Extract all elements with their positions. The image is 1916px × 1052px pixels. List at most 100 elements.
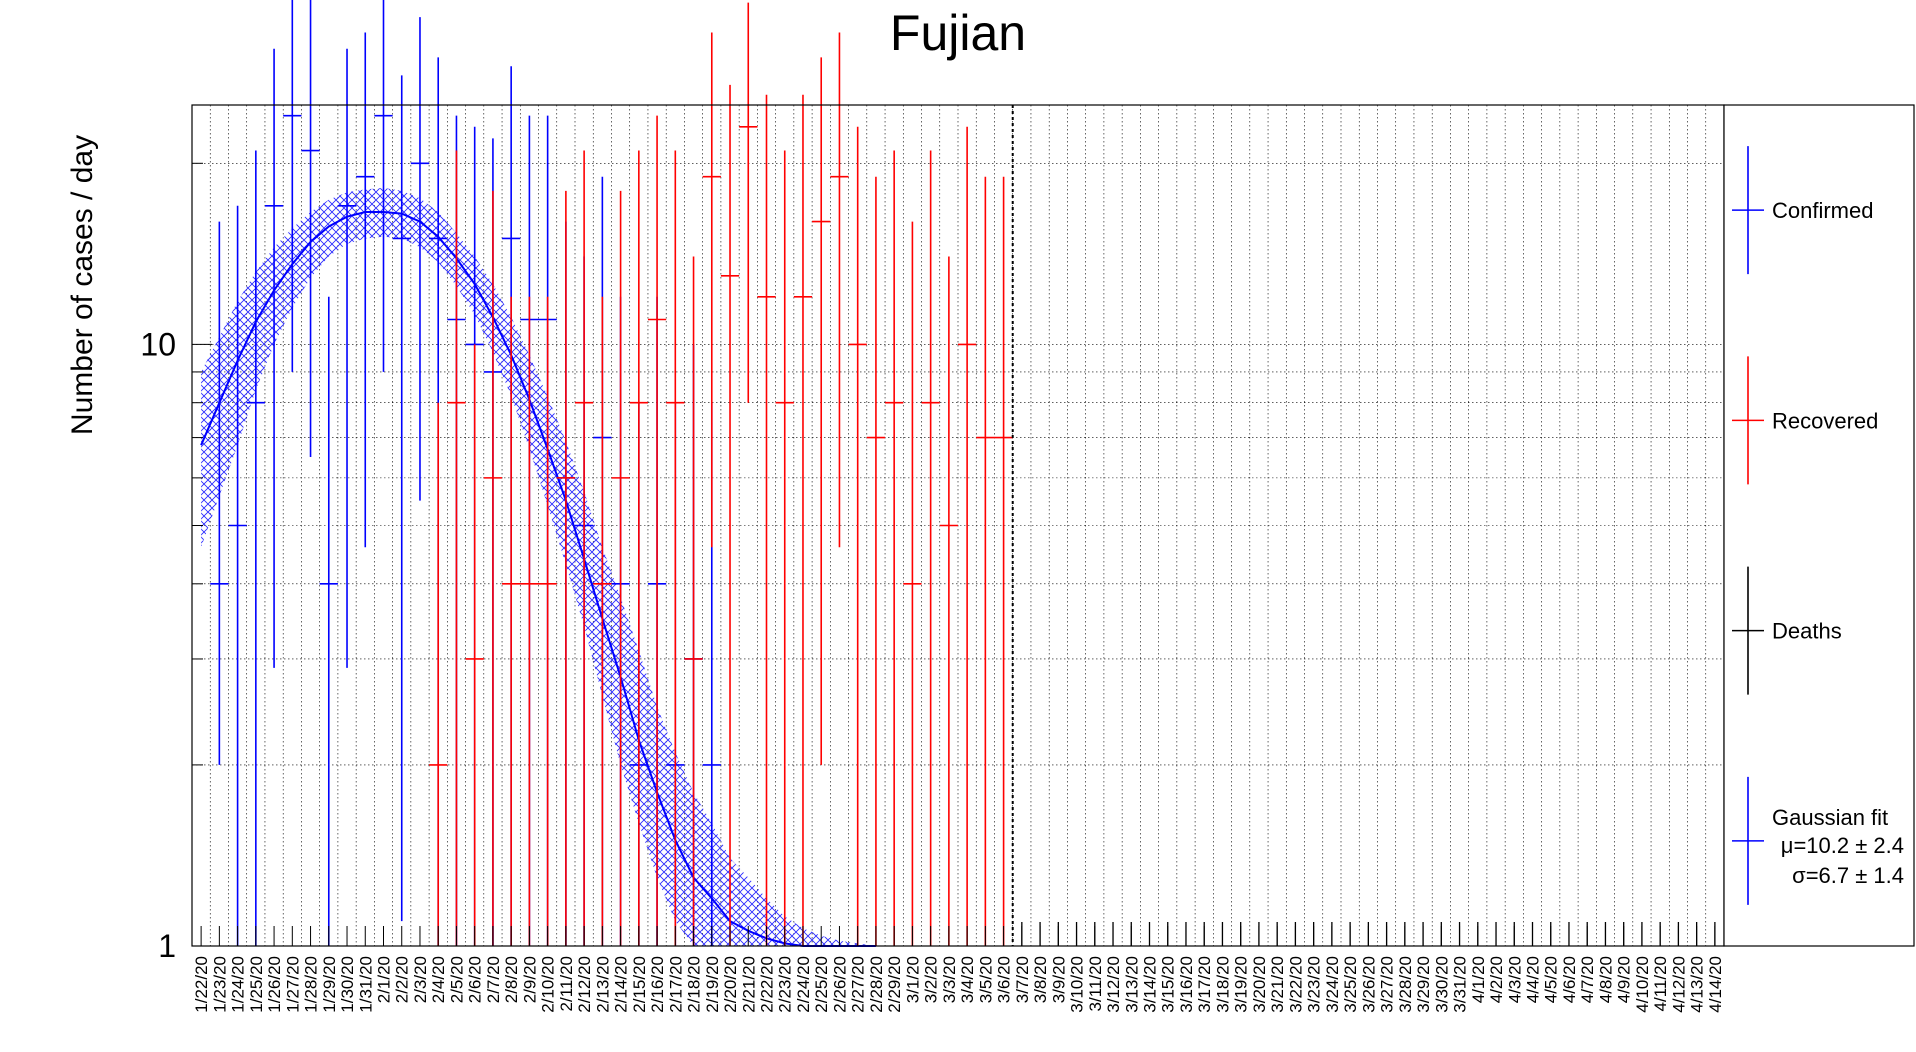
- x-tick-label: 2/26/20: [830, 956, 849, 1013]
- legend-box: [1723, 104, 1915, 947]
- fit-uncertainty-band: [201, 187, 876, 946]
- x-tick-label: 3/23/20: [1305, 956, 1324, 1013]
- x-tick-label: 4/2/20: [1487, 956, 1506, 1003]
- x-tick-label: 3/7/20: [1013, 956, 1032, 1003]
- x-tick-label: 1/29/20: [320, 956, 339, 1013]
- x-tick-label: 3/16/20: [1177, 956, 1196, 1013]
- x-tick-label: 3/13/20: [1122, 956, 1141, 1013]
- x-tick-label: 2/17/20: [666, 956, 685, 1013]
- x-tick-label: 2/11/20: [557, 956, 576, 1011]
- x-tick-label: 3/19/20: [1232, 956, 1251, 1013]
- x-tick-label: 3/27/20: [1378, 956, 1397, 1013]
- x-tick-label: 4/1/20: [1469, 956, 1488, 1003]
- x-tick-label: 2/21/20: [739, 956, 758, 1013]
- x-tick-label: 4/14/20: [1706, 956, 1725, 1013]
- x-tick-label: 4/10/20: [1633, 956, 1652, 1013]
- x-tick-label: 2/10/20: [539, 956, 558, 1013]
- x-tick-label: 2/3/20: [411, 956, 430, 1003]
- x-tick-label: 2/7/20: [484, 956, 503, 1003]
- x-tick-label: 1/23/20: [210, 956, 229, 1013]
- x-tick-label: 1/31/20: [356, 956, 375, 1013]
- x-tick-label: 3/14/20: [1141, 956, 1160, 1013]
- legend-fit-param: μ=10.2 ± 2.4: [1781, 833, 1904, 858]
- grid: [191, 105, 1725, 947]
- x-tick-label: 4/11/20: [1651, 956, 1670, 1011]
- x-tick-label: 3/11/20: [1086, 956, 1105, 1011]
- legend-fit-param: σ=6.7 ± 1.4: [1792, 863, 1904, 888]
- x-tick-label: 2/19/20: [703, 956, 722, 1013]
- x-tick-label: 1/25/20: [247, 956, 266, 1013]
- x-tick-label: 3/5/20: [976, 956, 995, 1003]
- x-tick-label: 3/3/20: [940, 956, 959, 1003]
- legend-label: Deaths: [1772, 619, 1842, 644]
- x-tick-label: 2/27/20: [849, 956, 868, 1013]
- x-tick-label: 4/3/20: [1505, 956, 1524, 1003]
- x-tick-label: 3/30/20: [1432, 956, 1451, 1013]
- x-tick-label: 3/21/20: [1268, 956, 1287, 1013]
- x-tick-label: 1/30/20: [338, 956, 357, 1013]
- y-tick-label: 1: [158, 928, 176, 964]
- x-tick-label: 3/31/20: [1451, 956, 1470, 1013]
- x-tick-label: 3/12/20: [1104, 956, 1123, 1013]
- x-tick-label: 2/13/20: [593, 956, 612, 1013]
- x-tick-label: 3/29/20: [1414, 956, 1433, 1013]
- x-tick-label: 4/5/20: [1542, 956, 1561, 1003]
- x-tick-label: 3/26/20: [1359, 956, 1378, 1013]
- x-tick-label: 2/15/20: [630, 956, 649, 1013]
- x-tick-label: 2/14/20: [612, 956, 631, 1013]
- x-tick-label: 4/8/20: [1596, 956, 1615, 1003]
- x-tick-label: 2/4/20: [429, 956, 448, 1003]
- x-tick-label: 2/1/20: [375, 956, 394, 1003]
- x-tick-label: 3/1/20: [903, 956, 922, 1003]
- x-tick-label: 3/8/20: [1031, 956, 1050, 1003]
- x-tick-label: 3/10/20: [1068, 956, 1087, 1013]
- chart-title: Fujian: [890, 5, 1026, 61]
- x-tick-label: 1/27/20: [283, 956, 302, 1013]
- series-recovered: [429, 2, 1013, 946]
- x-tick-label: 2/9/20: [520, 956, 539, 1003]
- x-tick-label: 2/22/20: [758, 956, 777, 1013]
- x-tick-label: 2/20/20: [721, 956, 740, 1013]
- x-tick-label: 2/23/20: [776, 956, 795, 1013]
- series-layer: [210, 0, 1716, 946]
- legend-label: Recovered: [1772, 408, 1878, 433]
- x-tick-label: 4/4/20: [1524, 956, 1543, 1003]
- y-axis-label: Number of cases / day: [66, 135, 99, 435]
- x-tick-label: 3/2/20: [922, 956, 941, 1003]
- legend-entry-deaths: Deaths: [1732, 566, 1842, 695]
- x-tick-label: 3/28/20: [1396, 956, 1415, 1013]
- x-tick-label: 2/24/20: [794, 956, 813, 1013]
- x-tick-label: 2/8/20: [502, 956, 521, 1003]
- x-tick-label: 3/22/20: [1286, 956, 1305, 1013]
- legend-label: Gaussian fit: [1772, 805, 1888, 830]
- x-tick-label: 1/24/20: [229, 956, 248, 1013]
- x-tick-label: 2/25/20: [812, 956, 831, 1013]
- x-tick-label: 2/5/20: [447, 956, 466, 1003]
- x-tick-label: 3/17/20: [1195, 956, 1214, 1013]
- x-tick-label: 3/9/20: [1049, 956, 1068, 1003]
- legend: Confirmed Recovered Deaths Gaussian fit μ=10…: [1723, 104, 1915, 947]
- x-tick-label: 4/6/20: [1560, 956, 1579, 1003]
- x-tick-label: 2/16/20: [648, 956, 667, 1013]
- x-tick-label: 2/2/20: [393, 956, 412, 1003]
- fit-curve: [200, 211, 876, 947]
- x-tick-label: 4/12/20: [1669, 956, 1688, 1013]
- x-tick-label: 4/13/20: [1688, 956, 1707, 1013]
- x-tick-label: 3/25/20: [1341, 956, 1360, 1013]
- x-tick-label: 3/15/20: [1159, 956, 1178, 1013]
- x-tick-label: 3/4/20: [958, 956, 977, 1003]
- x-tick-label: 4/9/20: [1615, 956, 1634, 1003]
- fit-band-layer: [200, 187, 876, 947]
- legend-label: Confirmed: [1772, 198, 1873, 223]
- x-tick-label: 4/7/20: [1578, 956, 1597, 1003]
- legend-entry-gaussian-fit: Gaussian fit μ=10.2 ± 2.4 σ=6.7 ± 1.4: [1732, 776, 1904, 905]
- legend-entry-confirmed: Confirmed: [1732, 146, 1873, 275]
- x-tick-label: 2/12/20: [575, 956, 594, 1013]
- x-tick-label: 3/24/20: [1323, 956, 1342, 1013]
- x-tick-label: 3/20/20: [1250, 956, 1269, 1013]
- y-tick-label: 10: [140, 326, 176, 362]
- x-tick-label: 1/28/20: [302, 956, 321, 1013]
- x-tick-label: 2/6/20: [466, 956, 485, 1003]
